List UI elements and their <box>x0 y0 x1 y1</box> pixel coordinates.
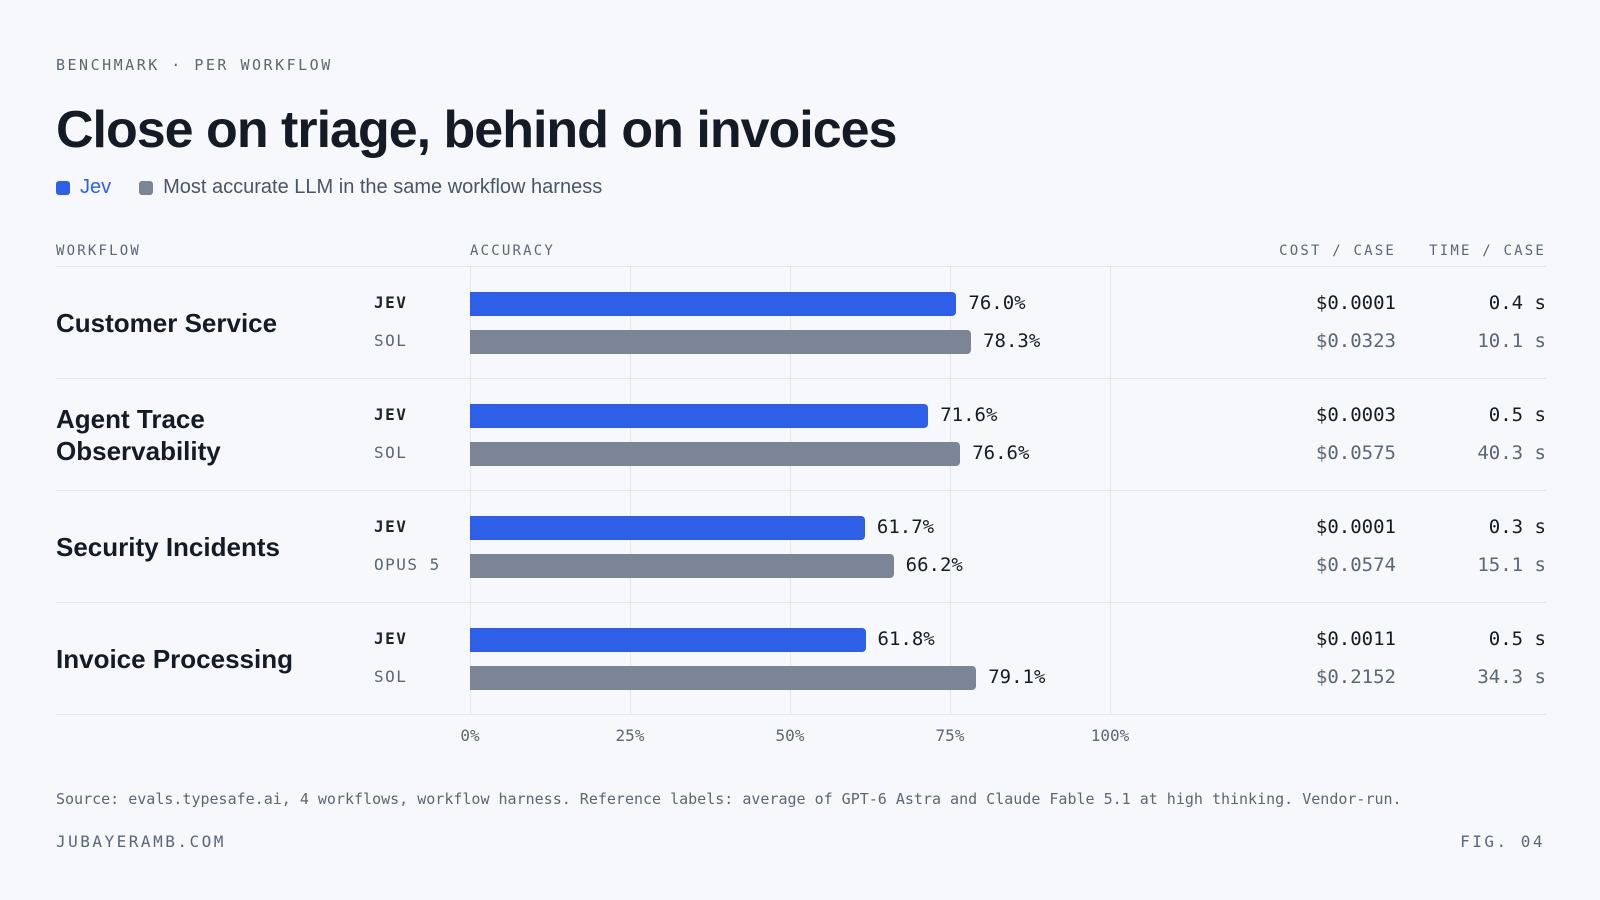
accuracy-value-jev: 61.7% <box>876 516 935 538</box>
legend-swatch-jev <box>56 180 70 195</box>
time-value-jev: 0.5 s <box>1488 628 1546 650</box>
column-header-accuracy: ACCURACY <box>470 243 556 259</box>
cost-value-jev: $0.0003 <box>1315 404 1396 426</box>
figure-number: FIG. 04 <box>1460 832 1545 851</box>
time-value-ref: 15.1 s <box>1477 554 1546 576</box>
legend-item-reference: Most accurate LLM in the same workflow h… <box>139 176 602 199</box>
cost-value-ref: $0.0323 <box>1315 330 1396 352</box>
legend-label-reference: Most accurate LLM in the same workflow h… <box>163 176 603 198</box>
accuracy-value-ref: 76.6% <box>972 442 1030 464</box>
column-header-workflow: WORKFLOW <box>56 243 142 259</box>
model-label-ref: SOL <box>374 443 408 462</box>
cost-value-ref: $0.0575 <box>1315 442 1396 464</box>
legend-swatch-reference <box>139 180 154 195</box>
column-header-cost: COST / CASE <box>1279 243 1396 259</box>
workflow-row: Agent Trace Observability JEV 71.6% $0.0003… <box>56 378 1546 491</box>
cost-value-jev: $0.0001 <box>1315 516 1396 538</box>
model-label-ref: OPUS 5 <box>374 555 441 574</box>
x-tick-label: 0% <box>460 726 480 745</box>
time-value-jev: 0.3 s <box>1488 516 1546 538</box>
workflow-name: Invoice Processing <box>56 644 293 674</box>
workflow-name: Security Incidents <box>56 532 280 562</box>
accuracy-bar-ref <box>470 442 961 466</box>
column-header-time: TIME / CASE <box>1429 243 1546 259</box>
model-label-jev: JEV <box>374 629 408 648</box>
workflow-name: Agent Trace Observability <box>56 404 221 466</box>
legend-label-jev: Jev <box>80 176 112 198</box>
time-value-jev: 0.4 s <box>1488 292 1546 314</box>
row-divider <box>56 714 1546 715</box>
time-value-ref: 34.3 s <box>1477 666 1546 688</box>
accuracy-bar-ref <box>470 554 894 578</box>
model-label-jev: JEV <box>374 517 408 536</box>
model-label-jev: JEV <box>374 293 408 312</box>
accuracy-value-ref: 79.1% <box>988 666 1046 688</box>
accuracy-value-jev: 76.0% <box>968 292 1026 314</box>
accuracy-bar-jev <box>470 292 957 316</box>
workflow-row: Security Incidents JEV 61.7% $0.0001 0.3 s OP… <box>56 490 1546 603</box>
site-label: JUBAYERAMB.COM <box>56 832 226 851</box>
accuracy-value-jev: 71.6% <box>940 404 998 426</box>
accuracy-bar-jev <box>470 404 929 428</box>
time-value-ref: 40.3 s <box>1477 442 1546 464</box>
time-value-jev: 0.5 s <box>1488 404 1546 426</box>
eyebrow: BENCHMARK · PER WORKFLOW <box>56 56 333 74</box>
legend: Jev Most accurate LLM in the same workfl… <box>56 176 630 199</box>
model-label-jev: JEV <box>374 405 408 424</box>
cost-value-ref: $0.0574 <box>1315 554 1396 576</box>
source-note: Source: evals.typesafe.ai, 4 workflows, … <box>56 790 1402 808</box>
workflow-name: Customer Service <box>56 308 278 338</box>
x-tick-label: 25% <box>615 726 645 745</box>
workflow-row: Invoice Processing JEV 61.8% $0.0011 0.5 s SO… <box>56 602 1546 715</box>
x-tick-label: 75% <box>935 726 965 745</box>
accuracy-bar-ref <box>470 666 977 690</box>
accuracy-bar-ref <box>470 330 972 354</box>
accuracy-value-ref: 78.3% <box>983 330 1041 352</box>
accuracy-value-ref: 66.2% <box>905 554 963 576</box>
accuracy-bar-jev <box>470 516 865 540</box>
cost-value-jev: $0.0011 <box>1315 628 1396 650</box>
model-label-ref: SOL <box>374 331 408 350</box>
accuracy-value-jev: 61.8% <box>877 628 935 650</box>
cost-value-jev: $0.0001 <box>1315 292 1396 314</box>
time-value-ref: 10.1 s <box>1477 330 1546 352</box>
model-label-ref: SOL <box>374 667 408 686</box>
legend-item-jev: Jev <box>56 176 111 199</box>
accuracy-bar-jev <box>470 628 866 652</box>
x-tick-label: 50% <box>775 726 805 745</box>
workflow-row: Customer Service JEV 76.0% $0.0001 0.4 s SOL 7… <box>56 266 1546 379</box>
cost-value-ref: $0.2152 <box>1315 666 1396 688</box>
x-tick-label: 100% <box>1090 726 1130 745</box>
page-title: Close on triage, behind on invoices <box>56 101 897 159</box>
